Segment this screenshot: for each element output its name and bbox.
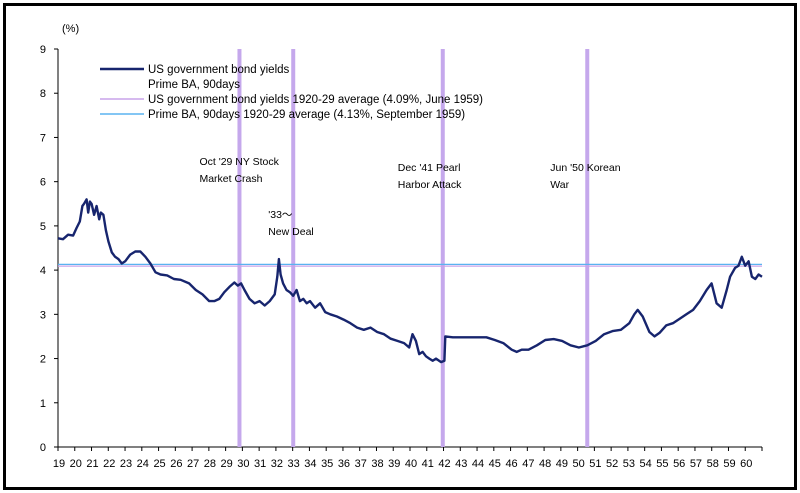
x-tick-label: 30 (237, 458, 249, 470)
series-group (57, 198, 763, 364)
x-tick-label: 51 (589, 458, 601, 470)
reference-lines-group (58, 263, 762, 267)
x-tick-label: 50 (572, 458, 584, 470)
x-tick-label: 53 (623, 458, 635, 470)
x-tick-label: 40 (405, 458, 417, 470)
x-tick-label: 43 (455, 458, 467, 470)
x-tick-label: 33 (288, 458, 300, 470)
legend-label: US government bond yields (148, 64, 290, 76)
x-tick-label: 19 (53, 458, 65, 470)
x-tick-label: 20 (70, 458, 82, 470)
x-tick-label: 44 (472, 458, 484, 470)
event-label: Harbor Attack (398, 179, 462, 191)
x-tick-label: 60 (740, 458, 752, 470)
y-tick-label: 8 (40, 88, 46, 100)
event-lines-group (237, 49, 590, 447)
x-tick-label: 48 (539, 458, 551, 470)
x-tick-label: 47 (522, 458, 534, 470)
x-tick-label: 46 (505, 458, 517, 470)
x-tick-label: 41 (422, 458, 434, 470)
x-tick-label: 59 (723, 458, 735, 470)
x-tick-label: 21 (86, 458, 98, 470)
y-tick-label: 1 (40, 398, 46, 410)
x-tick-label: 54 (640, 458, 652, 470)
x-tick-label: 24 (137, 458, 149, 470)
x-tick-label: 34 (304, 458, 316, 470)
legend-label: Prime BA, 90days 1920-29 average (4.13%,… (148, 109, 465, 121)
event-label: Oct '29 NY Stock (199, 156, 279, 168)
y-tick-label: 3 (40, 309, 46, 321)
x-tick-label: 27 (187, 458, 199, 470)
y-unit-label: (%) (62, 23, 79, 35)
series-line (57, 198, 763, 364)
legend-label: Prime BA, 90days (148, 79, 240, 91)
x-tick-label: 49 (556, 458, 568, 470)
event-label: Dec '41 Pearl (398, 162, 461, 174)
event-label: Market Crash (199, 173, 262, 185)
y-tick-label: 5 (40, 221, 46, 233)
y-tick-label: 0 (40, 442, 46, 454)
x-tick-label: 57 (690, 458, 702, 470)
x-tick-label: 42 (438, 458, 450, 470)
x-tick-label: 45 (489, 458, 501, 470)
event-label: '33～ (268, 209, 293, 221)
chart-frame (3, 3, 797, 490)
y-tick-label: 4 (40, 265, 46, 277)
x-tick-label: 36 (338, 458, 350, 470)
y-tick-label: 2 (40, 354, 46, 366)
x-tick-label: 32 (271, 458, 283, 470)
x-tick-label: 39 (388, 458, 400, 470)
x-tick-label: 25 (153, 458, 165, 470)
x-tick-label: 26 (170, 458, 182, 470)
x-tick-label: 29 (220, 458, 232, 470)
x-tick-label: 28 (204, 458, 216, 470)
y-tick-label: 7 (40, 132, 46, 144)
event-label: New Deal (268, 226, 314, 238)
x-tick-label: 37 (355, 458, 367, 470)
y-tick-label: 6 (40, 177, 46, 189)
x-tick-label: 56 (673, 458, 685, 470)
axes-group (54, 48, 763, 451)
x-tick-label: 38 (371, 458, 383, 470)
y-tick-label: 9 (40, 44, 46, 56)
x-tick-label: 31 (254, 458, 266, 470)
event-label: War (550, 179, 569, 191)
x-tick-label: 22 (103, 458, 115, 470)
x-tick-label: 52 (606, 458, 618, 470)
x-tick-label: 55 (656, 458, 668, 470)
legend: US government bond yields Prime BA, 90day… (100, 64, 483, 121)
legend-label: US government bond yields 1920-29 averag… (148, 94, 483, 106)
x-tick-label: 35 (321, 458, 333, 470)
x-tick-label: 23 (120, 458, 132, 470)
event-label: Jun '50 Korean (550, 162, 620, 174)
x-tick-label: 58 (707, 458, 719, 470)
